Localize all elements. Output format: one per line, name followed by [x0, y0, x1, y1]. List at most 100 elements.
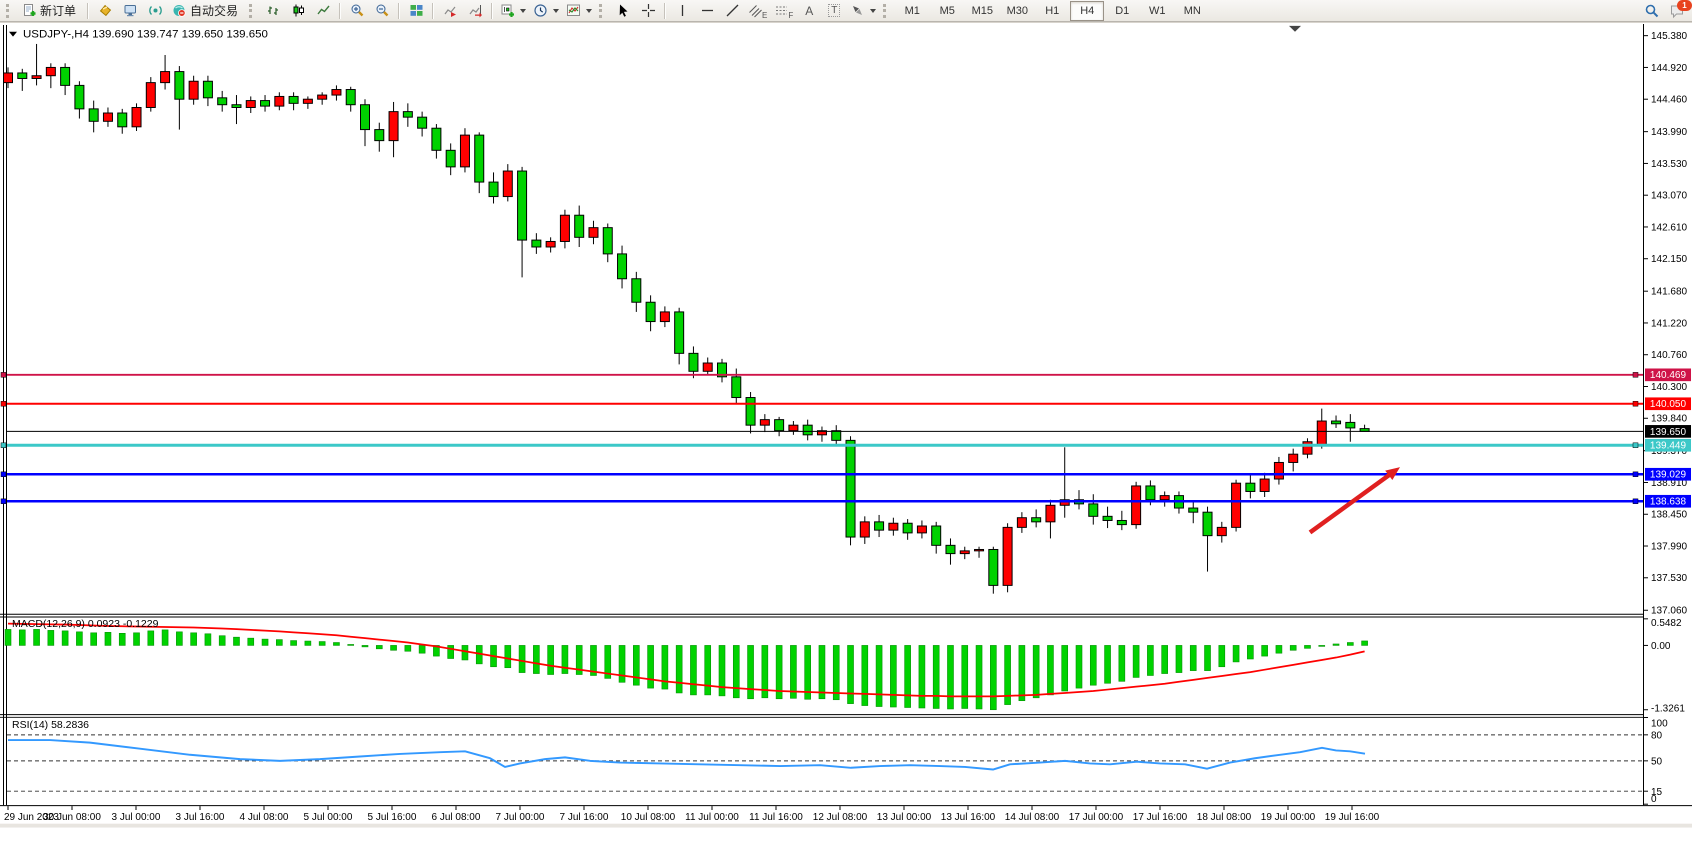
tile-windows-button[interactable] [404, 1, 428, 21]
candle [1145, 485, 1156, 501]
time-scale[interactable] [0, 806, 1643, 825]
macd-histogram-bar [118, 633, 126, 646]
timeframe-m1[interactable]: M1 [904, 4, 920, 17]
macd-histogram-bar [404, 645, 412, 652]
fibonacci-icon [776, 6, 788, 15]
trendline-tool-button[interactable] [720, 1, 744, 21]
macd-histogram-bar [1047, 645, 1054, 696]
candle [245, 100, 256, 108]
hline-handle [0, 401, 7, 407]
macd-histogram-bar [190, 632, 197, 646]
price-tick-label: 140.760 [1651, 350, 1688, 361]
separator [339, 2, 342, 19]
macd-histogram-bar [1104, 645, 1111, 684]
candle [945, 544, 956, 555]
indicators-button[interactable] [563, 1, 595, 21]
candle [1331, 420, 1342, 425]
candle [745, 397, 756, 426]
macd-histogram-bar [890, 645, 897, 708]
annotation-arrow[interactable] [1308, 471, 1394, 535]
rsi-axis-label: 100 [1651, 718, 1668, 729]
time-label: 17 Jul 16:00 [1133, 812, 1188, 823]
macd-histogram-bar [918, 645, 926, 709]
candle [617, 253, 628, 280]
text-tool-button[interactable]: A [797, 1, 821, 21]
notifications-button[interactable]: 1 [1665, 0, 1692, 21]
horizontal-line-tool-button[interactable] [695, 1, 719, 21]
toolbar-drag-handle[interactable] [6, 3, 12, 18]
price-tick-label: 141.680 [1651, 287, 1688, 298]
candle [288, 95, 299, 104]
macd-histogram-bar [747, 645, 754, 700]
timeframe-h1[interactable]: H1 [1045, 4, 1060, 17]
search-button[interactable] [1640, 1, 1664, 21]
autotrading-icon [173, 5, 186, 17]
toolbar-drag-handle[interactable] [249, 3, 255, 18]
candle [831, 430, 842, 441]
macd-histogram-bar [618, 645, 626, 683]
period-button[interactable] [530, 1, 562, 21]
crosshair-tool-button[interactable] [636, 1, 660, 21]
toolbar-drag-handle[interactable] [883, 3, 889, 18]
autotrading-button[interactable]: 自动交易 [168, 1, 245, 21]
chart-collapse-icon[interactable] [9, 31, 17, 37]
candlestick-mode-button[interactable] [286, 1, 310, 21]
zoom-in-button[interactable] [345, 1, 369, 21]
new-chart-button[interactable] [497, 1, 529, 21]
candle [431, 127, 442, 151]
price-scale[interactable] [1644, 25, 1692, 805]
current-price-label: 139.650 [1650, 427, 1687, 438]
price-tick-label: 143.070 [1651, 191, 1688, 202]
candle [231, 104, 242, 108]
candle [759, 419, 770, 426]
timeframe-m15[interactable]: M15 [971, 4, 993, 17]
chart-shift-icon [469, 5, 482, 18]
candle [174, 71, 185, 100]
channel-tool-button[interactable]: E [745, 1, 770, 21]
timeframe-w1[interactable]: W1 [1149, 4, 1166, 17]
candle [45, 66, 56, 77]
timeframe-m30[interactable]: M30 [1006, 4, 1028, 17]
fibonacci-tool-button[interactable]: F [771, 1, 796, 21]
time-label: 4 Jul 08:00 [240, 812, 289, 823]
hline-handle [1632, 442, 1639, 448]
macd-histogram-bar [4, 629, 12, 646]
separator [432, 2, 435, 19]
line-chart-mode-button[interactable] [311, 1, 335, 21]
macd-histogram-bar [247, 637, 255, 646]
candle [459, 134, 470, 168]
timeframe-d1[interactable]: D1 [1115, 4, 1130, 17]
price-tick-label: 144.920 [1651, 63, 1688, 74]
macd-histogram-bar [818, 645, 826, 700]
candle [1345, 421, 1356, 429]
candle [874, 521, 885, 531]
candle [974, 548, 985, 552]
gold-box-button[interactable] [93, 1, 117, 21]
macd-histogram-bar [690, 645, 697, 696]
bar-chart-mode-button[interactable] [261, 1, 285, 21]
macd-histogram-bar [104, 632, 112, 646]
chart-shift-marker[interactable] [1289, 25, 1301, 32]
vertical-line-tool-button[interactable] [670, 1, 694, 21]
macd-signal-line [7, 622, 1365, 698]
chevron-down-icon [586, 8, 593, 13]
new-order-button[interactable]: 新订单 [18, 1, 83, 21]
hline-handle [1632, 401, 1639, 407]
macd-histogram-bar [775, 645, 783, 700]
candle [959, 550, 970, 555]
signal-button[interactable] [143, 1, 167, 21]
text-label-tool-button[interactable]: T [822, 1, 846, 21]
toolbar-drag-handle[interactable] [599, 3, 605, 18]
cursor-tool-button[interactable] [611, 1, 635, 21]
chart-shift-button[interactable] [463, 1, 487, 21]
timeframe-h4[interactable]: H4 [1070, 0, 1105, 21]
timeframe-m5[interactable]: M5 [939, 4, 955, 17]
timeframe-mn[interactable]: MN [1183, 4, 1201, 17]
arrows-tool-button[interactable] [847, 1, 879, 21]
time-label: 11 Jul 00:00 [685, 812, 739, 823]
auto-scroll-button[interactable] [438, 1, 462, 21]
chart-svg[interactable]: 145.380 144.920 144.460 143.990 143.530 143.0… [0, 23, 1692, 849]
zoom-out-button[interactable] [370, 1, 394, 21]
hline-handle [0, 372, 7, 378]
terminal-button[interactable] [118, 1, 142, 21]
